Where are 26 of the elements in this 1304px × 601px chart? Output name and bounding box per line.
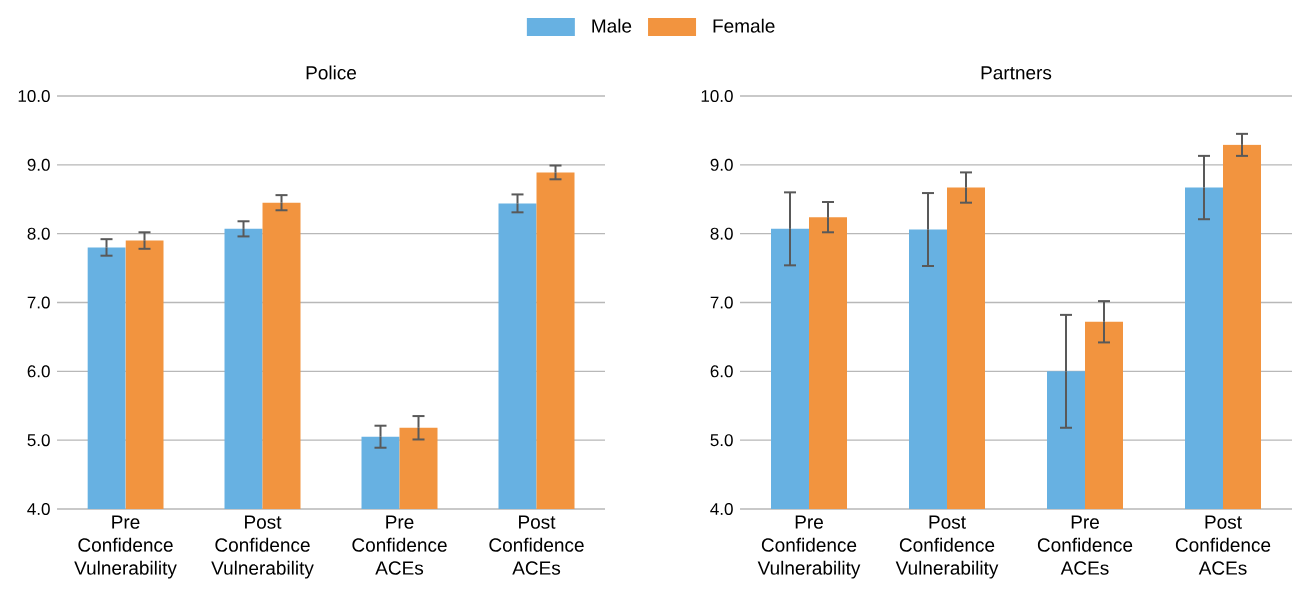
y-tick-label: 10.0 — [701, 89, 733, 103]
y-tick-label: 4.0 — [27, 502, 50, 516]
y-tick-label: 4.0 — [710, 502, 733, 516]
legend-label: Male — [592, 18, 632, 33]
chart-title: Partners — [981, 66, 1052, 80]
y-tick-label: 5.0 — [710, 434, 733, 447]
y-tick-label: 9.0 — [27, 158, 50, 171]
x-tick-label: Pre Confidence Vulnerability — [757, 515, 861, 579]
x-tick-label: Pre Confidence ACEs — [1037, 515, 1133, 575]
y-tick-label: 8.0 — [27, 227, 50, 240]
x-tick-label: Post Confidence ACEs — [489, 515, 584, 575]
y-tick-label: 7.0 — [710, 296, 733, 309]
y-tick-label: 10.0 — [18, 89, 50, 103]
x-tick-label: Post Confidence Vulnerability — [895, 515, 999, 579]
y-tick-label: 9.0 — [710, 158, 733, 171]
y-tick-label: 7.0 — [27, 296, 50, 309]
x-tick-label: Pre Confidence ACEs — [352, 515, 447, 575]
x-tick-label: Pre Confidence Vulnerability — [74, 515, 177, 579]
y-tick-label: 6.0 — [27, 365, 50, 378]
y-tick-label: 5.0 — [27, 434, 50, 447]
y-tick-label: 6.0 — [710, 365, 733, 378]
y-tick-label: 8.0 — [710, 227, 733, 240]
x-tick-label: Post Confidence ACEs — [1175, 515, 1271, 575]
legend-label: Female — [713, 18, 775, 33]
x-tick-label: Post Confidence Vulnerability — [211, 515, 314, 579]
chart-title: Police — [306, 65, 357, 80]
